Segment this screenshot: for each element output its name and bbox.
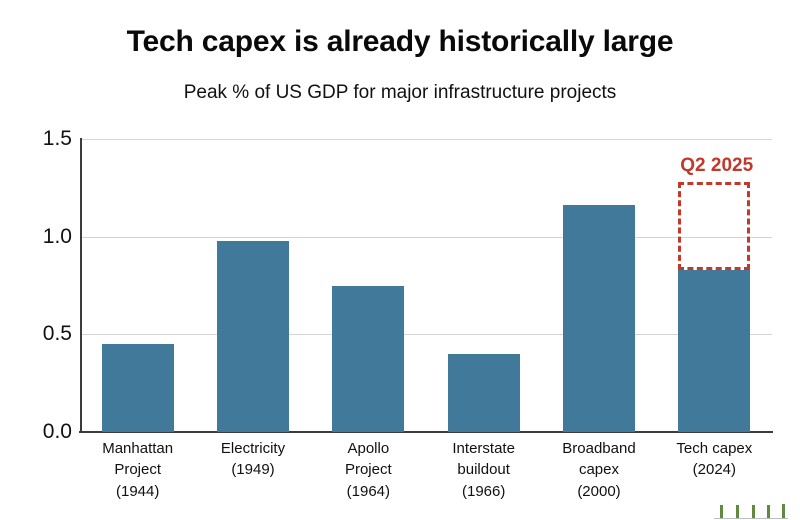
mini-chart-bar bbox=[720, 505, 723, 518]
x-tick-label-line: Manhattan bbox=[102, 440, 174, 457]
x-tick-label: Interstate buildout (1966) bbox=[426, 438, 541, 502]
x-tick-label: Electricity (1949) bbox=[195, 438, 310, 481]
bar bbox=[562, 205, 636, 432]
x-tick-label: Apollo Project (1964) bbox=[311, 438, 426, 502]
bar bbox=[332, 285, 405, 432]
q2-2025-dashed-box bbox=[678, 181, 751, 270]
x-tick-label-line: capex bbox=[578, 461, 619, 479]
cropped-green-bar-chart bbox=[714, 504, 788, 520]
x-tick-label-line: (1944) bbox=[115, 482, 160, 500]
x-axis-line bbox=[79, 431, 773, 433]
y-tick-label: 0.0 bbox=[42, 420, 72, 443]
x-tick-label-line: Project bbox=[344, 461, 392, 479]
x-tick-label-line: Interstate bbox=[452, 440, 515, 457]
mini-chart-bar bbox=[782, 504, 785, 518]
mini-chart-bar bbox=[752, 505, 755, 518]
x-tick-label-line: Tech capex bbox=[676, 440, 753, 457]
bar bbox=[678, 269, 751, 432]
y-axis-tick-labels: 0.0 0.5 1.0 1.5 bbox=[0, 0, 72, 520]
x-tick-label-line: buildout bbox=[457, 461, 510, 479]
bar bbox=[101, 344, 174, 432]
x-tick-label-line: (1964) bbox=[346, 482, 390, 500]
x-tick-label-line: (2024) bbox=[692, 461, 736, 479]
q2-2025-annotation-label: Q2 2025 bbox=[680, 154, 754, 176]
bar bbox=[216, 240, 290, 432]
x-tick-label: Broadband capex (2000) bbox=[541, 438, 656, 502]
y-tick-label: 0.5 bbox=[42, 322, 72, 346]
mini-chart-baseline bbox=[714, 518, 788, 519]
x-tick-label-line: (2000) bbox=[577, 482, 621, 500]
bar-series bbox=[80, 139, 772, 432]
mini-chart-bar bbox=[736, 505, 739, 518]
x-tick-label: Manhattan Project (1944) bbox=[80, 438, 195, 502]
y-tick-label: 1.0 bbox=[42, 224, 72, 248]
x-tick-label-line: Apollo bbox=[347, 440, 390, 457]
y-axis-line bbox=[80, 138, 82, 433]
x-tick-label-line: Broadband bbox=[562, 440, 636, 457]
x-tick-label-line: (1966) bbox=[461, 482, 506, 500]
x-tick-label-line: Electricity bbox=[220, 440, 286, 457]
chart-subtitle: Peak % of US GDP for major infrastructur… bbox=[183, 82, 617, 103]
x-tick-label-line: Project bbox=[114, 461, 161, 479]
x-tick-label-line: (1949) bbox=[231, 461, 275, 479]
chart-title: Tech capex is already historically large bbox=[126, 25, 674, 58]
gridline bbox=[80, 236, 772, 238]
mini-chart-bar bbox=[767, 505, 770, 518]
gridline bbox=[80, 334, 772, 336]
y-tick-label: 1.5 bbox=[42, 127, 72, 150]
gridline bbox=[80, 139, 772, 140]
bar bbox=[447, 353, 520, 432]
x-tick-label: Tech capex (2024) bbox=[657, 438, 772, 481]
